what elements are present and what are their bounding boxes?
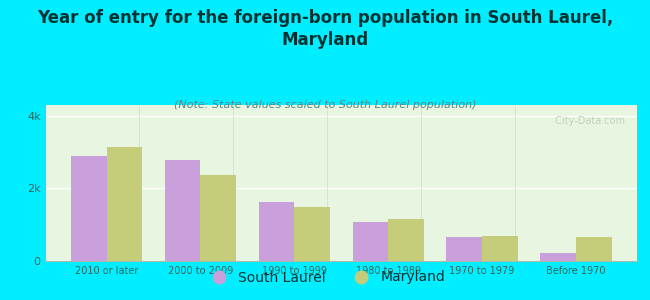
Bar [107, 147, 142, 261]
Bar [259, 202, 294, 261]
Bar [540, 253, 576, 261]
Bar [447, 237, 482, 261]
Bar [482, 236, 518, 261]
Bar [200, 175, 236, 261]
Text: City-Data.com: City-Data.com [549, 116, 625, 126]
Text: Year of entry for the foreign-born population in South Laurel,
Maryland: Year of entry for the foreign-born popul… [37, 9, 613, 49]
Bar [164, 160, 200, 261]
Text: (Note: State values scaled to South Laurel population): (Note: State values scaled to South Laur… [174, 100, 476, 110]
Legend: South Laurel, Maryland: South Laurel, Maryland [200, 265, 450, 290]
Bar [576, 237, 612, 261]
Bar [352, 222, 388, 261]
Bar [388, 219, 424, 261]
Bar [71, 156, 107, 261]
Bar [294, 207, 330, 261]
